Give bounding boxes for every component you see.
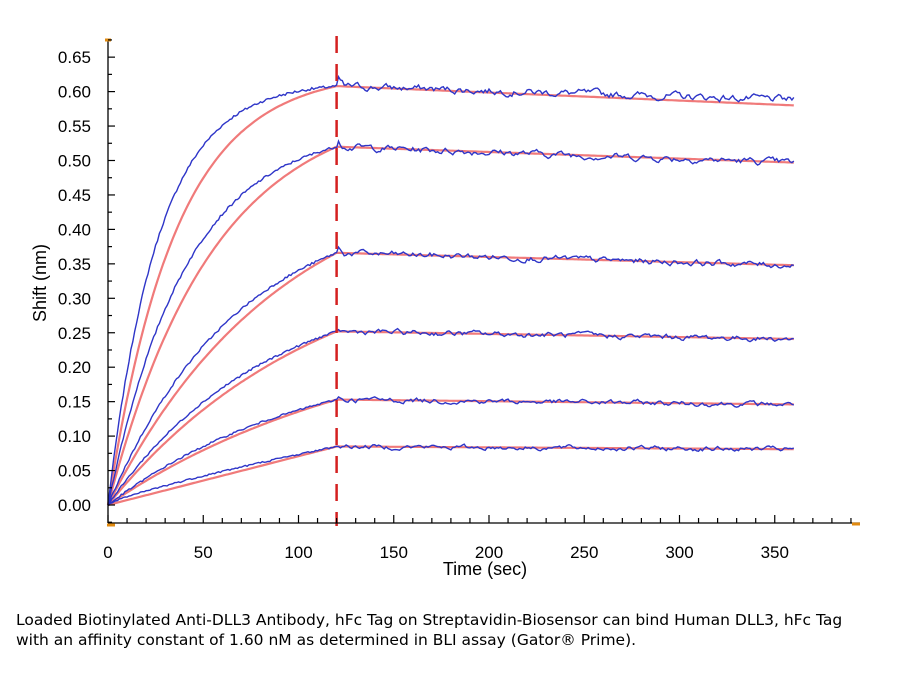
y-tick-label: 0.50 bbox=[58, 152, 91, 171]
y-tick-label: 0.45 bbox=[58, 186, 91, 205]
x-tick-label: 50 bbox=[194, 543, 213, 562]
y-tick-label: 0.65 bbox=[58, 48, 91, 67]
measured-curve-6 bbox=[107, 443, 795, 507]
fit-curve-2 bbox=[106, 145, 794, 506]
bli-kinetics-chart: 0.00 0.05 0.10 0.15 0.20 0.25 0.30 0.35 0.40 0.45… bbox=[30, 36, 860, 579]
measured-curve-2 bbox=[107, 139, 795, 506]
x-tick-label: 350 bbox=[761, 543, 789, 562]
y-tick-label: 0.20 bbox=[58, 358, 91, 377]
measured-curve-3 bbox=[107, 245, 794, 506]
fit-curve-6 bbox=[107, 445, 794, 507]
y-tick-label: 0.55 bbox=[58, 117, 91, 136]
y-tick-label: 0.25 bbox=[58, 324, 91, 343]
x-tick-label: 250 bbox=[570, 543, 598, 562]
y-tick-label: 0.15 bbox=[58, 393, 91, 412]
x-tick-label: 200 bbox=[475, 543, 503, 562]
x-tick-label: 100 bbox=[284, 543, 312, 562]
fit-curve-3 bbox=[107, 251, 794, 506]
fit-curve-5 bbox=[107, 398, 794, 506]
y-tick-label: 0.60 bbox=[58, 83, 91, 102]
x-axis-label: Time (sec) bbox=[443, 559, 527, 579]
y-tick-label: 0.00 bbox=[58, 496, 91, 515]
y-tick-label: 0.10 bbox=[58, 427, 91, 446]
y-axis-label: Shift (nm) bbox=[30, 244, 50, 322]
measured-curve-1 bbox=[107, 74, 795, 505]
x-tick-label: 0 bbox=[103, 543, 112, 562]
measured-curve-5 bbox=[107, 395, 795, 506]
figure-caption: Loaded Biotinylated Anti-DLL3 Antibody, … bbox=[16, 611, 843, 649]
y-tick-label: 0.40 bbox=[58, 220, 91, 239]
y-tick-label: 0.05 bbox=[58, 462, 91, 481]
y-tick-label: 0.30 bbox=[58, 289, 91, 308]
measured-curve-4 bbox=[107, 327, 794, 507]
x-tick-label: 300 bbox=[665, 543, 693, 562]
y-tick-label: 0.35 bbox=[58, 255, 91, 274]
x-tick-label: 150 bbox=[380, 543, 408, 562]
